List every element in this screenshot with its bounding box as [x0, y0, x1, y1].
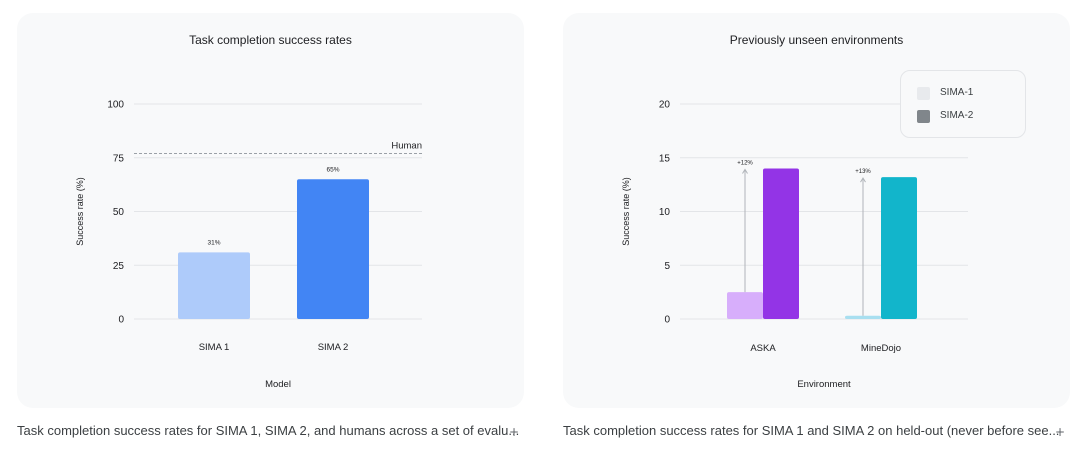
expand-caption-button[interactable]: +	[1054, 425, 1066, 439]
bar-value-label: 31%	[207, 239, 220, 246]
bar-aska-sima-2	[763, 168, 799, 319]
y-tick-label: 10	[659, 207, 671, 218]
x-axis-label: Environment	[797, 379, 851, 390]
x-tick-label: SIMA 2	[318, 342, 349, 353]
x-axis-label: Model	[265, 379, 291, 390]
chart-legend: SIMA-1 SIMA-2	[900, 70, 1026, 138]
bar-chart-unseen-environments: 0 5 10 15 20 Success rate (%) Environment +12% A…	[621, 100, 968, 390]
y-tick-label: 100	[107, 100, 124, 111]
x-tick-label: ASKA	[750, 343, 776, 354]
y-tick-label: 75	[113, 153, 125, 164]
bar-minedojo-sima-1	[845, 315, 881, 319]
bar-aska-sima-1	[727, 292, 763, 319]
y-tick-label: 0	[664, 315, 670, 326]
legend-label: SIMA-2	[940, 110, 974, 121]
chart-card-task-completion: Task completion success rates 0 25 50 75 100…	[17, 13, 524, 408]
y-tick-label: 15	[659, 153, 671, 164]
x-tick-label: SIMA 1	[199, 342, 230, 353]
chart-title: Task completion success rates	[189, 33, 352, 47]
y-tick-label: 20	[659, 100, 671, 111]
improvement-label: +13%	[855, 169, 871, 175]
legend-swatch	[917, 109, 930, 123]
y-tick-label: 5	[664, 261, 670, 272]
improvement-arrow-head	[860, 177, 866, 183]
y-tick-label: 25	[113, 261, 125, 272]
legend-label: SIMA-1	[940, 87, 974, 98]
bar-value-label: 65%	[326, 166, 339, 173]
expand-caption-button[interactable]: +	[508, 425, 520, 439]
y-tick-label: 0	[118, 315, 124, 326]
y-axis-label: Success rate (%)	[75, 177, 85, 246]
reference-line-label: Human	[391, 140, 422, 151]
chart-caption: Task completion success rates for SIMA 1…	[17, 423, 520, 438]
bar-chart-task-completion: 0 25 50 75 100 Success rate (%) Model 31% SIMA 1…	[75, 100, 422, 390]
improvement-arrow-head	[742, 168, 748, 174]
bar-sima-2	[297, 179, 369, 319]
x-tick-label: MineDojo	[861, 343, 901, 354]
improvement-label: +12%	[737, 161, 753, 167]
y-axis-label: Success rate (%)	[621, 177, 631, 246]
y-tick-label: 50	[113, 207, 125, 218]
legend-item-sima-2: SIMA-2	[917, 109, 973, 123]
legend-swatch	[917, 86, 930, 100]
chart-card-unseen-environments: Previously unseen environments 0 5 10 15 20 S…	[563, 13, 1070, 408]
chart-caption: Task completion success rates for SIMA 1…	[563, 423, 1060, 438]
chart-title: Previously unseen environments	[729, 33, 904, 47]
legend-item-sima-1: SIMA-1	[917, 86, 973, 100]
bar-minedojo-sima-2	[881, 177, 917, 319]
bar-sima-1	[178, 252, 250, 319]
